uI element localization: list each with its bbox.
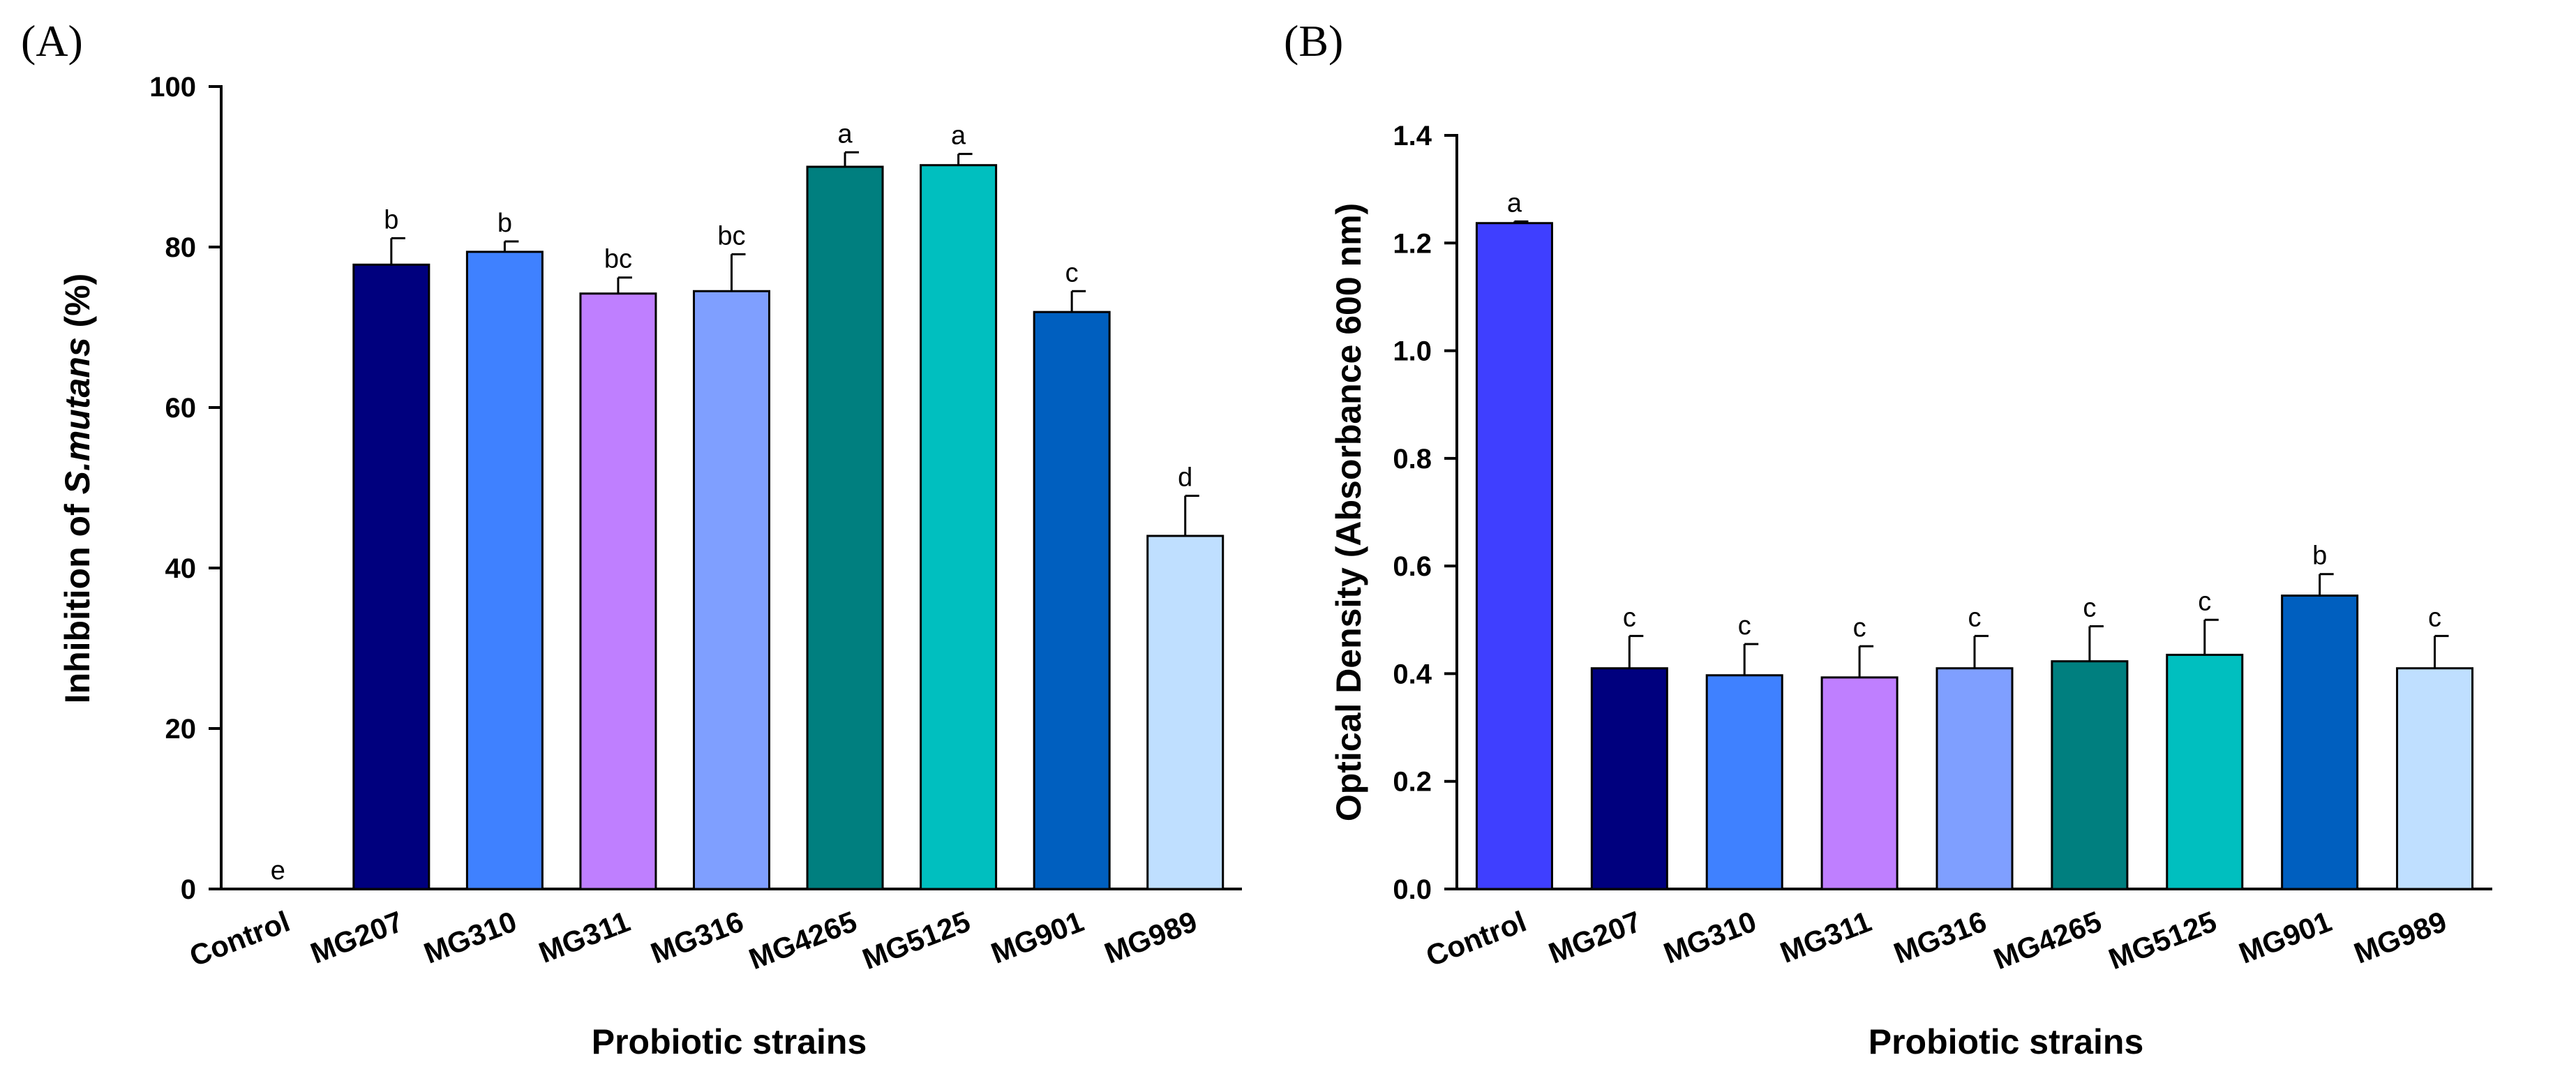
significance-label: b (2312, 541, 2327, 571)
significance-label: bc (604, 245, 632, 274)
y-tick-label: 60 (165, 393, 197, 424)
x-axis-title: Probiotic strains (592, 1022, 867, 1061)
panel-label-a: (A) (21, 16, 83, 66)
significance-label: c (1065, 258, 1079, 287)
category-label: MG5125 (2104, 905, 2221, 976)
significance-label: a (1507, 188, 1522, 218)
significance-label: e (271, 856, 285, 886)
significance-label: c (1623, 603, 1636, 632)
bar-mg4265 (806, 165, 884, 890)
y-tick-label: 1.4 (1393, 121, 1432, 151)
bar-mg316 (693, 290, 770, 890)
category-label: MG207 (1544, 905, 1645, 970)
y-tick-label: 0.2 (1393, 767, 1432, 798)
category-label: MG4265 (744, 905, 861, 976)
category-label: MG310 (1659, 905, 1760, 970)
bar-mg311 (579, 292, 657, 890)
panel-label-b: (B) (1284, 16, 1344, 66)
bar-mg989 (1146, 535, 1225, 890)
chart-a: 0 20 40 60 80 100 e Control b MG207 b MG310 bc MG311 b… (58, 72, 1242, 1061)
y-axis-title-suffix: (%) (58, 274, 97, 338)
bar-mg310 (1705, 674, 1783, 890)
y-tick-label: 20 (165, 714, 197, 745)
category-label: MG5125 (858, 905, 975, 976)
significance-label: c (2428, 603, 2441, 632)
category-label: MG311 (1776, 905, 1875, 969)
category-label: MG901 (987, 905, 1088, 970)
bar-mg207 (352, 263, 430, 890)
y-tick-label: 1.0 (1393, 336, 1432, 367)
significance-label: a (951, 121, 966, 151)
category-label: MG207 (306, 905, 407, 970)
significance-label: c (1738, 611, 1751, 641)
category-label: Control (185, 905, 294, 973)
significance-label: a (837, 119, 853, 149)
bar-mg901 (2281, 595, 2359, 890)
y-tick-label: 40 (165, 553, 197, 584)
significance-label: c (2083, 594, 2096, 623)
y-axis-title: Inhibition of S.mutans (%) (58, 274, 97, 704)
category-label: MG901 (2234, 905, 2335, 970)
significance-label: c (2198, 587, 2211, 616)
bar-mg311 (1820, 676, 1899, 890)
category-label: MG310 (419, 905, 521, 970)
category-label: MG4265 (1989, 905, 2106, 976)
category-label: MG316 (646, 905, 747, 970)
bar-mg5125 (920, 164, 998, 890)
y-tick-label: 100 (149, 72, 196, 103)
y-tick-label: 80 (165, 232, 197, 263)
category-label: MG989 (1100, 905, 1201, 970)
significance-label: bc (717, 221, 745, 251)
category-label: MG311 (534, 905, 634, 969)
y-tick-label: 0 (181, 874, 196, 905)
bar-mg989 (2396, 667, 2474, 890)
significance-label: c (1968, 603, 1982, 632)
category-label: Control (1421, 905, 1530, 973)
bar-mg316 (1935, 667, 2014, 890)
y-tick-label: 1.2 (1393, 228, 1432, 259)
significance-label: b (384, 205, 398, 234)
y-tick-label: 0.6 (1393, 551, 1432, 582)
bar-mg310 (465, 251, 544, 890)
y-axis-title: Optical Density (Absorbance 600 nm) (1329, 203, 1368, 821)
bar-control (1475, 222, 1553, 890)
bar-mg207 (1590, 667, 1668, 890)
significance-label: d (1178, 463, 1192, 493)
bar-mg901 (1033, 311, 1111, 890)
bar-mg5125 (2166, 653, 2244, 890)
significance-label: b (497, 209, 512, 238)
chart-b: 0.0 0.2 0.4 0.6 0.8 1.0 1.2 1.4 a Control c MG207 c M… (1329, 121, 2492, 1061)
y-tick-label: 0.8 (1393, 444, 1432, 475)
significance-label: c (1853, 613, 1866, 643)
y-axis-title-species: S.mutans (58, 337, 97, 494)
y-tick-label: 0.0 (1393, 874, 1432, 905)
category-label: MG316 (1889, 905, 1991, 970)
x-axis-title: Probiotic strains (1869, 1022, 2144, 1061)
category-label: MG989 (2349, 905, 2450, 970)
y-tick-label: 0.4 (1393, 659, 1432, 689)
bar-mg4265 (2051, 660, 2129, 890)
y-axis-title-prefix: Inhibition of (58, 494, 97, 703)
